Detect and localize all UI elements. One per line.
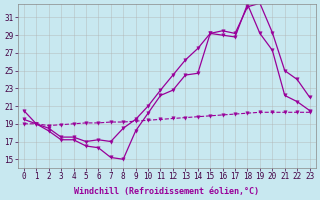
X-axis label: Windchill (Refroidissement éolien,°C): Windchill (Refroidissement éolien,°C) — [74, 187, 259, 196]
